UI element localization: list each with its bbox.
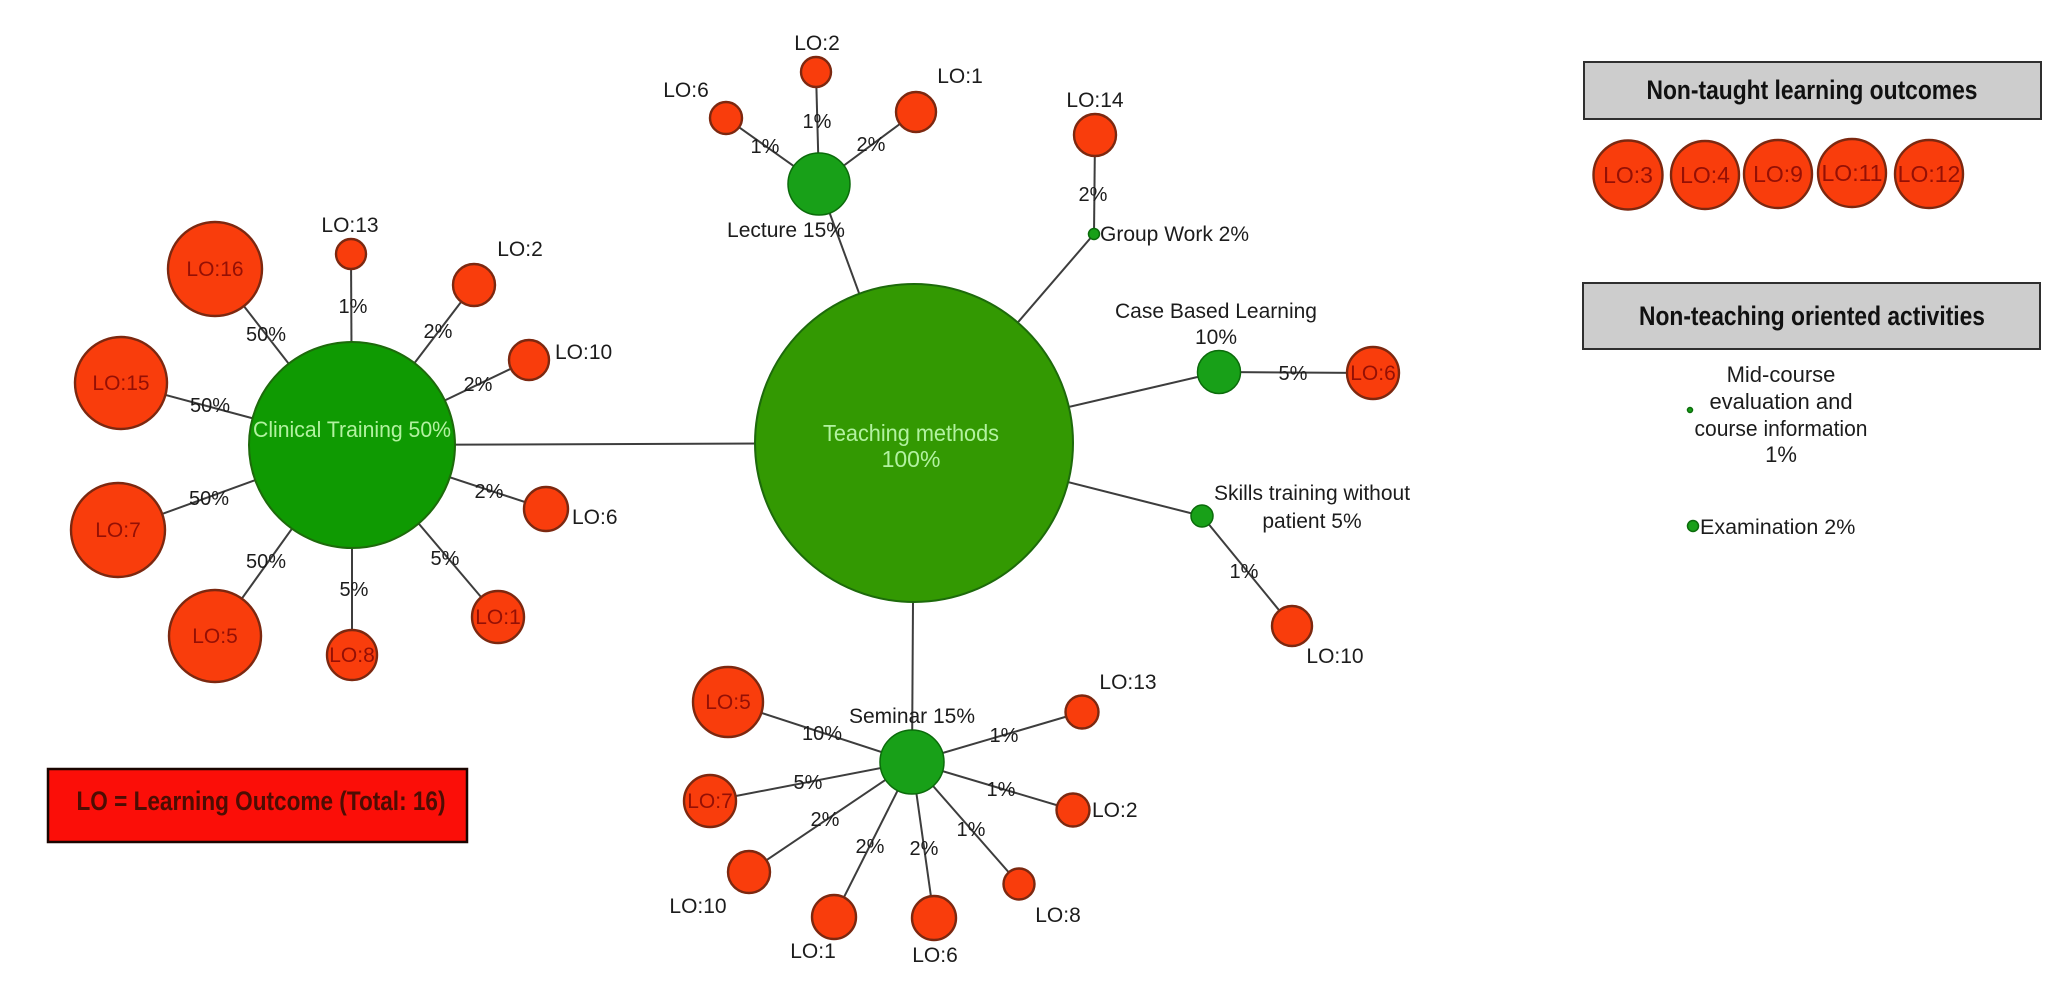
svg-text:LO:12: LO:12 bbox=[1898, 161, 1961, 187]
svg-text:Seminar 15%: Seminar 15% bbox=[849, 705, 975, 728]
svg-text:Lecture 15%: Lecture 15% bbox=[727, 219, 845, 242]
svg-text:Skills training without: Skills training without bbox=[1214, 482, 1410, 505]
svg-text:5%: 5% bbox=[340, 579, 369, 601]
svg-text:LO:13: LO:13 bbox=[1099, 671, 1156, 694]
svg-text:LO:5: LO:5 bbox=[192, 625, 238, 648]
svg-text:LO:13: LO:13 bbox=[321, 214, 378, 237]
svg-text:Examination 2%: Examination 2% bbox=[1700, 515, 1855, 539]
svg-text:1%: 1% bbox=[803, 111, 832, 133]
svg-text:LO:14: LO:14 bbox=[1066, 89, 1124, 112]
svg-text:LO = Learning Outcome (Total:: LO = Learning Outcome (Total: 16) bbox=[77, 786, 446, 816]
svg-text:LO:1: LO:1 bbox=[937, 65, 983, 88]
svg-text:50%: 50% bbox=[190, 395, 230, 417]
svg-text:LO:10: LO:10 bbox=[669, 895, 726, 918]
svg-text:Clinical Training 50%: Clinical Training 50% bbox=[253, 417, 451, 442]
svg-text:LO:5: LO:5 bbox=[705, 691, 751, 714]
svg-text:LO:1: LO:1 bbox=[475, 606, 521, 629]
svg-text:LO:6: LO:6 bbox=[1350, 362, 1396, 385]
svg-text:LO:10: LO:10 bbox=[555, 341, 612, 364]
svg-text:LO:15: LO:15 bbox=[92, 372, 149, 395]
svg-text:LO:6: LO:6 bbox=[912, 944, 958, 967]
svg-text:course information: course information bbox=[1695, 416, 1868, 441]
svg-text:10%: 10% bbox=[802, 723, 842, 745]
svg-text:evaluation and: evaluation and bbox=[1709, 389, 1852, 414]
svg-text:patient 5%: patient 5% bbox=[1262, 510, 1361, 533]
svg-text:LO:8: LO:8 bbox=[1035, 904, 1081, 927]
svg-text:1%: 1% bbox=[339, 296, 368, 318]
svg-text:Mid-course: Mid-course bbox=[1727, 362, 1836, 387]
svg-text:50%: 50% bbox=[189, 488, 229, 510]
svg-text:1%: 1% bbox=[1230, 561, 1259, 583]
svg-text:Case Based Learning: Case Based Learning bbox=[1115, 300, 1317, 323]
svg-text:LO:2: LO:2 bbox=[794, 32, 840, 55]
svg-text:LO:1: LO:1 bbox=[790, 940, 836, 963]
svg-text:1%: 1% bbox=[1765, 442, 1797, 467]
svg-text:LO:6: LO:6 bbox=[572, 506, 618, 529]
svg-text:LO:16: LO:16 bbox=[186, 258, 243, 281]
svg-text:10%: 10% bbox=[1195, 326, 1237, 349]
svg-text:LO:6: LO:6 bbox=[663, 79, 709, 102]
svg-text:Non-teaching oriented activiti: Non-teaching oriented activities bbox=[1639, 301, 1985, 331]
svg-text:LO:3: LO:3 bbox=[1603, 162, 1653, 188]
svg-text:LO:2: LO:2 bbox=[1092, 799, 1138, 822]
svg-text:1%: 1% bbox=[957, 819, 986, 841]
svg-text:Group Work 2%: Group Work 2% bbox=[1100, 223, 1249, 246]
svg-text:Non-taught learning outcomes: Non-taught learning outcomes bbox=[1647, 75, 1978, 105]
svg-text:2%: 2% bbox=[464, 374, 493, 396]
svg-text:1%: 1% bbox=[751, 136, 780, 158]
svg-text:5%: 5% bbox=[1279, 363, 1308, 385]
svg-text:2%: 2% bbox=[910, 838, 939, 860]
svg-text:2%: 2% bbox=[811, 809, 840, 831]
svg-text:LO:11: LO:11 bbox=[1822, 160, 1883, 186]
svg-text:LO:4: LO:4 bbox=[1680, 162, 1730, 188]
svg-text:50%: 50% bbox=[246, 551, 286, 573]
svg-text:50%: 50% bbox=[246, 324, 286, 346]
svg-text:LO:7: LO:7 bbox=[95, 519, 141, 542]
svg-text:5%: 5% bbox=[431, 548, 460, 570]
svg-text:2%: 2% bbox=[424, 321, 453, 343]
svg-text:100%: 100% bbox=[882, 446, 941, 472]
svg-text:Teaching methods: Teaching methods bbox=[823, 420, 999, 446]
svg-text:1%: 1% bbox=[987, 779, 1016, 801]
svg-text:LO:2: LO:2 bbox=[497, 238, 543, 261]
svg-text:2%: 2% bbox=[856, 836, 885, 858]
svg-text:LO:9: LO:9 bbox=[1753, 161, 1803, 187]
svg-text:5%: 5% bbox=[794, 772, 823, 794]
svg-text:2%: 2% bbox=[475, 481, 504, 503]
svg-text:LO:7: LO:7 bbox=[687, 790, 733, 813]
svg-text:LO:10: LO:10 bbox=[1306, 645, 1363, 668]
svg-text:LO:8: LO:8 bbox=[329, 644, 375, 667]
svg-text:2%: 2% bbox=[1079, 184, 1108, 206]
svg-text:2%: 2% bbox=[857, 134, 886, 156]
svg-text:1%: 1% bbox=[990, 725, 1019, 747]
